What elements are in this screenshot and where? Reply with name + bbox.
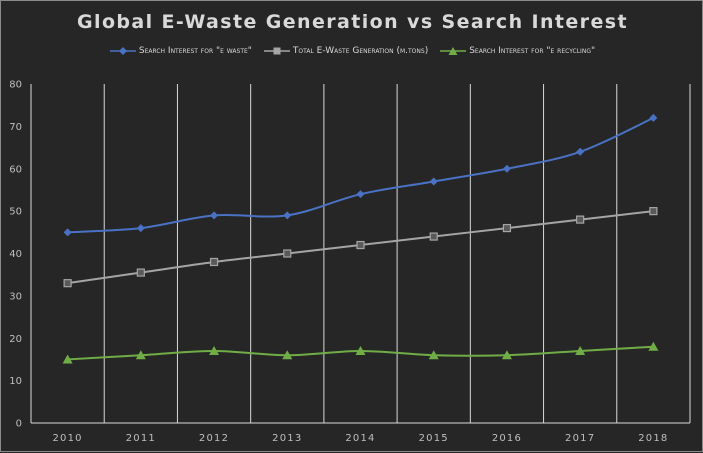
y-tick-label: 80	[9, 80, 22, 91]
data-point-square	[502, 223, 512, 233]
legend-item-e-waste-generation: Total E-Waste Generation (m.tons)	[263, 46, 429, 56]
data-point-square	[429, 232, 438, 241]
x-tick-label: 2015	[419, 433, 449, 444]
y-tick-label: 30	[9, 291, 22, 302]
series-2	[63, 207, 658, 288]
series-3	[62, 341, 659, 364]
y-tick-label: 20	[9, 334, 22, 345]
data-point-diamond	[136, 224, 145, 233]
data-point-triangle	[355, 345, 366, 355]
x-tick-label: 2018	[638, 433, 668, 444]
data-point-triangle	[575, 345, 586, 355]
x-tick-label: 2012	[199, 433, 229, 444]
legend-item-e-recycling-search: Search Interest for "e recycling"	[440, 46, 595, 56]
series-1	[63, 113, 658, 237]
x-tick-label: 2017	[565, 433, 595, 444]
data-point-triangle	[135, 350, 146, 360]
chart-title: Global E-Waste Generation vs Search Inte…	[1, 11, 703, 33]
data-point-diamond	[210, 211, 219, 220]
x-tick-label: 2011	[126, 433, 156, 444]
x-tick-label: 2013	[272, 433, 302, 444]
data-point-square	[63, 279, 72, 288]
y-tick-label: 60	[9, 164, 22, 175]
chart-legend: Search Interest for "e waste" Total E-Wa…	[1, 46, 703, 56]
y-tick-label: 70	[9, 122, 22, 133]
y-tick-label: 0	[16, 419, 22, 430]
legend-marker-triangle	[440, 47, 467, 55]
x-tick-label: 2016	[492, 433, 522, 444]
legend-marker-diamond	[109, 47, 136, 55]
data-point-triangle	[501, 350, 512, 360]
y-tick-label: 50	[9, 207, 22, 218]
legend-label: Search Interest for "e recycling"	[469, 46, 596, 56]
legend-item-e-waste-search: Search Interest for "e waste"	[109, 46, 252, 56]
legend-label: Search Interest for "e waste"	[138, 46, 252, 56]
data-point-diamond	[63, 228, 72, 237]
chart-title-text: Global E-Waste Generation vs Search Inte…	[77, 11, 628, 33]
y-tick-label: 40	[9, 249, 22, 260]
data-point-diamond	[356, 190, 365, 199]
x-tick-label: 2014	[345, 433, 375, 444]
data-point-triangle	[648, 341, 659, 351]
x-tick-label: 2010	[52, 433, 82, 444]
data-point-triangle	[62, 354, 73, 364]
data-point-square	[136, 268, 145, 277]
data-point-square	[209, 257, 219, 267]
data-point-diamond	[576, 147, 585, 156]
data-point-triangle	[282, 350, 293, 360]
data-point-diamond	[429, 177, 438, 186]
data-point-diamond	[649, 113, 658, 122]
data-point-triangle	[428, 350, 439, 360]
data-point-square	[283, 249, 292, 258]
data-point-diamond	[502, 164, 511, 173]
legend-label: Total E-Waste Generation (m.tons)	[292, 46, 429, 56]
data-point-diamond	[283, 211, 292, 220]
data-point-square	[356, 240, 365, 250]
data-point-triangle	[209, 345, 220, 355]
data-point-square	[649, 207, 658, 216]
data-point-square	[576, 215, 585, 224]
legend-marker-square	[263, 47, 290, 55]
y-tick-label: 10	[9, 376, 22, 387]
series-line	[67, 116, 654, 234]
